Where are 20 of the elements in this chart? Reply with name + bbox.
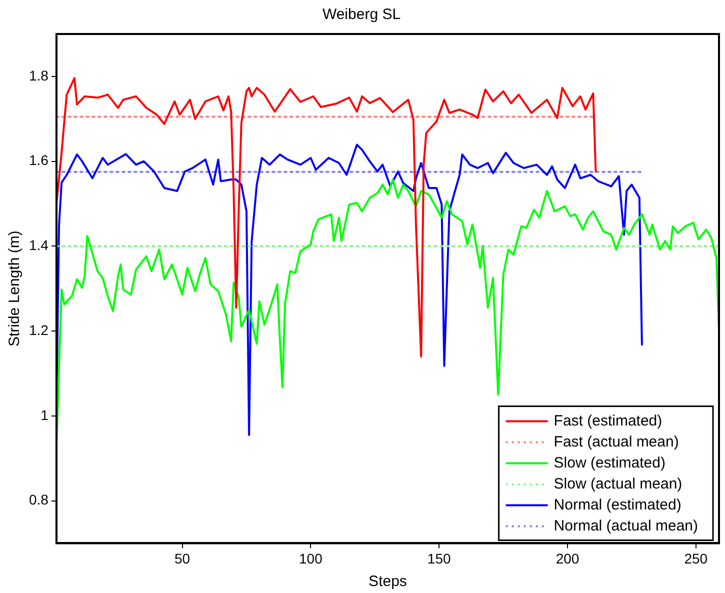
x-tick-label: 150: [427, 550, 451, 566]
y-tick-label: 1.4: [28, 237, 49, 254]
legend-label: Fast (estimated): [554, 412, 662, 430]
legend-label: Slow (actual mean): [554, 475, 682, 492]
x-tick-label: 250: [684, 550, 708, 566]
legend-label: Normal (actual mean): [554, 517, 698, 534]
legend-label: Fast (actual mean): [554, 433, 679, 450]
x-axis-title: Steps: [368, 573, 407, 590]
legend-label: Slow (estimated): [554, 454, 666, 472]
x-tick-label: 200: [556, 550, 580, 566]
x-tick-label: 50: [174, 550, 190, 566]
y-axis-title: Stride Length (m): [6, 230, 24, 347]
y-tick-label: 1.6: [28, 152, 49, 168]
y-tick-label: 0.8: [28, 492, 49, 508]
y-tick-label: 1.8: [28, 67, 49, 84]
x-tick-label: 100: [299, 550, 323, 566]
chart-title: Weiberg SL: [322, 6, 401, 24]
y-tick-label: 1: [40, 406, 49, 423]
legend-label: Normal (estimated): [554, 496, 682, 514]
y-tick-label: 1.2: [28, 322, 49, 338]
